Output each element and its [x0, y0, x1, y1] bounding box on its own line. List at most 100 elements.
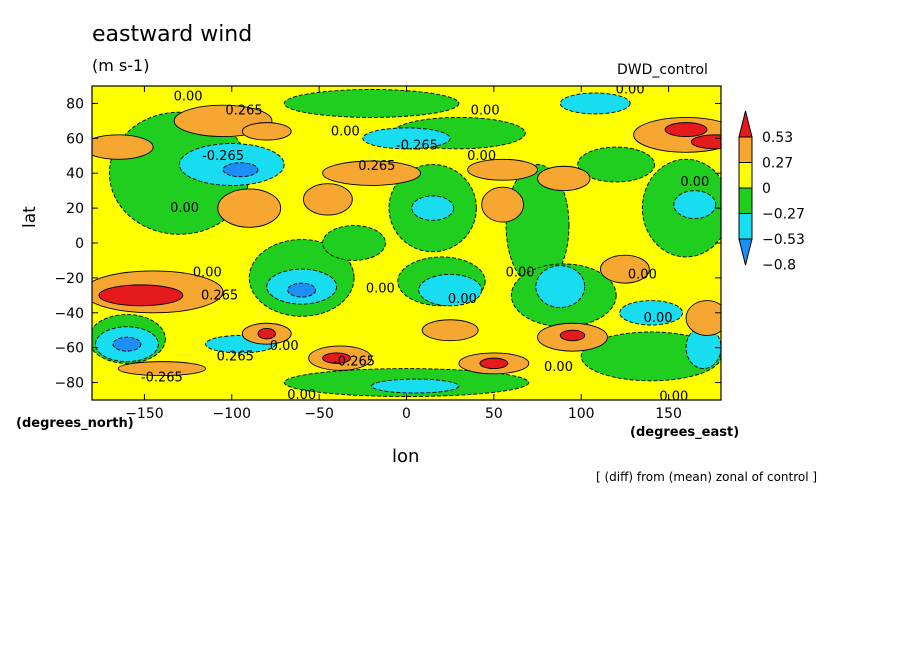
run-name: DWD_control: [617, 62, 708, 78]
field-region: [117, 361, 207, 377]
field-region: [322, 225, 386, 261]
field-region: [535, 265, 586, 308]
contour-label: 0.00: [174, 89, 203, 104]
colorbar-label: 0: [762, 181, 771, 197]
x-axis-unit: (degrees_east): [630, 425, 740, 440]
field-region: [664, 122, 708, 138]
contour-label: -0.265: [202, 149, 244, 164]
field-region: [690, 134, 721, 150]
field-region: [322, 160, 421, 186]
y-axis-unit: (degrees_north): [16, 416, 134, 431]
field-region: [241, 122, 292, 141]
field-region: [411, 195, 455, 221]
colorbar-box: [738, 213, 753, 240]
y-tick-label: 0: [75, 236, 84, 252]
field-region: [283, 89, 460, 118]
chart-units: (m s-1): [92, 56, 150, 75]
contour-label: -0.265: [141, 370, 183, 385]
x-tick-label: 150: [655, 406, 682, 422]
field-region: [362, 127, 451, 150]
colorbar-box: [738, 187, 753, 214]
contour-label: 0.00: [544, 360, 573, 375]
x-tick-label: −100: [213, 406, 251, 422]
field-region: [112, 336, 142, 352]
field-region: [98, 284, 184, 307]
x-axis-label: lon: [392, 446, 420, 467]
colorbar-box: [738, 162, 753, 189]
contour-label: 0.00: [659, 390, 688, 405]
colorbar: 0.53 0.27 0 −0.27 −0.53 −0.8: [738, 110, 805, 274]
contour-label: 0.265: [217, 349, 254, 364]
colorbar-label: −0.8: [762, 258, 796, 274]
field-region: [599, 254, 650, 284]
contour-label: -0.265: [396, 138, 438, 153]
y-tick-label: 60: [66, 131, 84, 147]
field-region: [217, 188, 282, 228]
contour-label: 0.00: [628, 267, 657, 282]
difference-note: [ (diff) from (mean) zonal of control ]: [596, 470, 818, 484]
contour-label: 0.00: [366, 281, 395, 296]
y-tick-label: 40: [66, 166, 84, 182]
y-tick-label: −80: [54, 376, 84, 392]
contour-label: 0.00: [616, 82, 645, 97]
contour-label: 0.265: [358, 159, 395, 174]
y-tick-label: −40: [54, 306, 84, 322]
field-region: [537, 165, 591, 192]
contour-label: 0.00: [270, 339, 299, 354]
contour-label: 0.265: [201, 288, 238, 303]
colorbar-under-triangle: [738, 238, 753, 266]
contour-label: 0.00: [170, 201, 199, 216]
field-region: [577, 146, 656, 183]
field-region: [559, 329, 586, 342]
field-region: [479, 357, 509, 370]
field-region: [418, 273, 483, 307]
field-region: [302, 183, 353, 216]
y-tick-label: 20: [66, 201, 84, 217]
y-tick-label: 80: [66, 96, 84, 112]
contour-label: 0.00: [506, 266, 535, 281]
heatmap-field: [92, 86, 721, 400]
colorbar-label: −0.27: [762, 207, 805, 223]
colorbar-over-triangle: [738, 110, 753, 138]
contour-label: 0.00: [193, 266, 222, 281]
field-region: [371, 378, 460, 394]
x-tick-label: −150: [125, 406, 163, 422]
contour-label: 0.265: [225, 103, 262, 118]
x-tick-label: −50: [304, 406, 334, 422]
x-tick-label: 50: [485, 406, 503, 422]
x-axis: −150 −100 −50 0 50 100 150: [125, 86, 682, 422]
colorbar-box: [738, 136, 753, 163]
field-region: [559, 92, 631, 115]
field-region: [322, 352, 352, 364]
contour-label: 0.00: [448, 292, 477, 307]
y-tick-label: −60: [54, 341, 84, 357]
x-tick-label: 100: [568, 406, 595, 422]
field-region: [222, 162, 259, 178]
contour-labels: 0.000.265 0.000.000.00-0.2650.00-0.2650.2…: [141, 82, 709, 405]
y-axis: 80 60 40 20 0 −20 −40 −60 −80: [54, 96, 721, 392]
field-region: [467, 158, 538, 181]
field-region: [287, 282, 317, 298]
contour-label: 0.00: [471, 103, 500, 118]
contour-label: -0.265: [333, 355, 375, 370]
field-region: [257, 328, 276, 340]
y-tick-label: −20: [54, 271, 84, 287]
field-region: [673, 190, 717, 220]
contour-label: 0.00: [680, 175, 709, 190]
field-region: [619, 300, 684, 326]
field-region: [685, 300, 721, 336]
field-region: [481, 186, 525, 223]
field-region: [421, 319, 479, 342]
colorbar-label: 0.53: [762, 130, 793, 146]
contour-label: 0.00: [467, 149, 496, 164]
contour-label: 0.00: [287, 388, 316, 403]
contour-label: 0.00: [644, 311, 673, 326]
field-region: [92, 134, 154, 160]
contour-label: 0.00: [331, 124, 360, 139]
colorbar-label: −0.53: [762, 232, 805, 248]
x-tick-label: 0: [402, 406, 411, 422]
colorbar-label: 0.27: [762, 156, 793, 172]
chart-title: eastward wind: [92, 22, 253, 47]
